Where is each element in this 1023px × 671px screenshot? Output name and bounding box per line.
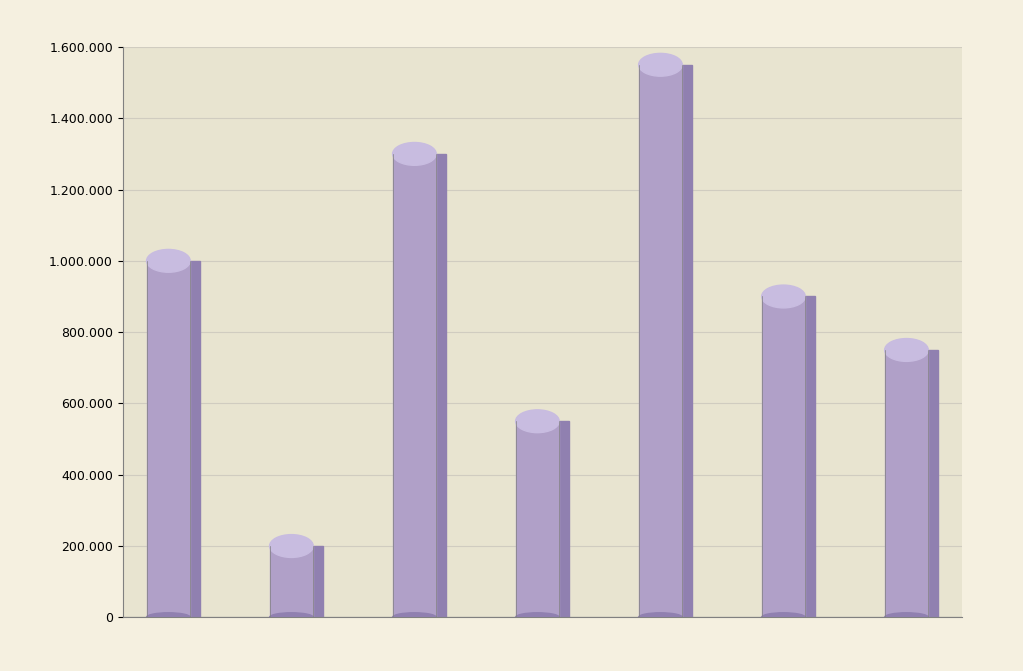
Polygon shape	[146, 261, 190, 617]
Polygon shape	[313, 546, 322, 617]
Polygon shape	[885, 350, 928, 617]
Ellipse shape	[146, 613, 190, 622]
Polygon shape	[393, 154, 436, 617]
Ellipse shape	[516, 613, 560, 622]
Ellipse shape	[516, 410, 560, 433]
Polygon shape	[270, 546, 313, 617]
Polygon shape	[928, 350, 938, 617]
Ellipse shape	[270, 535, 313, 558]
Ellipse shape	[885, 339, 928, 362]
Ellipse shape	[270, 613, 313, 622]
Polygon shape	[436, 154, 446, 617]
Ellipse shape	[393, 613, 436, 622]
Ellipse shape	[885, 613, 928, 622]
Polygon shape	[805, 297, 814, 617]
Polygon shape	[190, 261, 199, 617]
Ellipse shape	[638, 54, 682, 76]
Polygon shape	[762, 297, 805, 617]
Polygon shape	[682, 65, 692, 617]
Ellipse shape	[762, 285, 805, 308]
Polygon shape	[516, 421, 560, 617]
Ellipse shape	[762, 613, 805, 622]
Polygon shape	[638, 65, 682, 617]
Ellipse shape	[146, 250, 190, 272]
Polygon shape	[123, 617, 962, 629]
Ellipse shape	[638, 613, 682, 622]
Polygon shape	[560, 421, 569, 617]
Ellipse shape	[393, 142, 436, 165]
